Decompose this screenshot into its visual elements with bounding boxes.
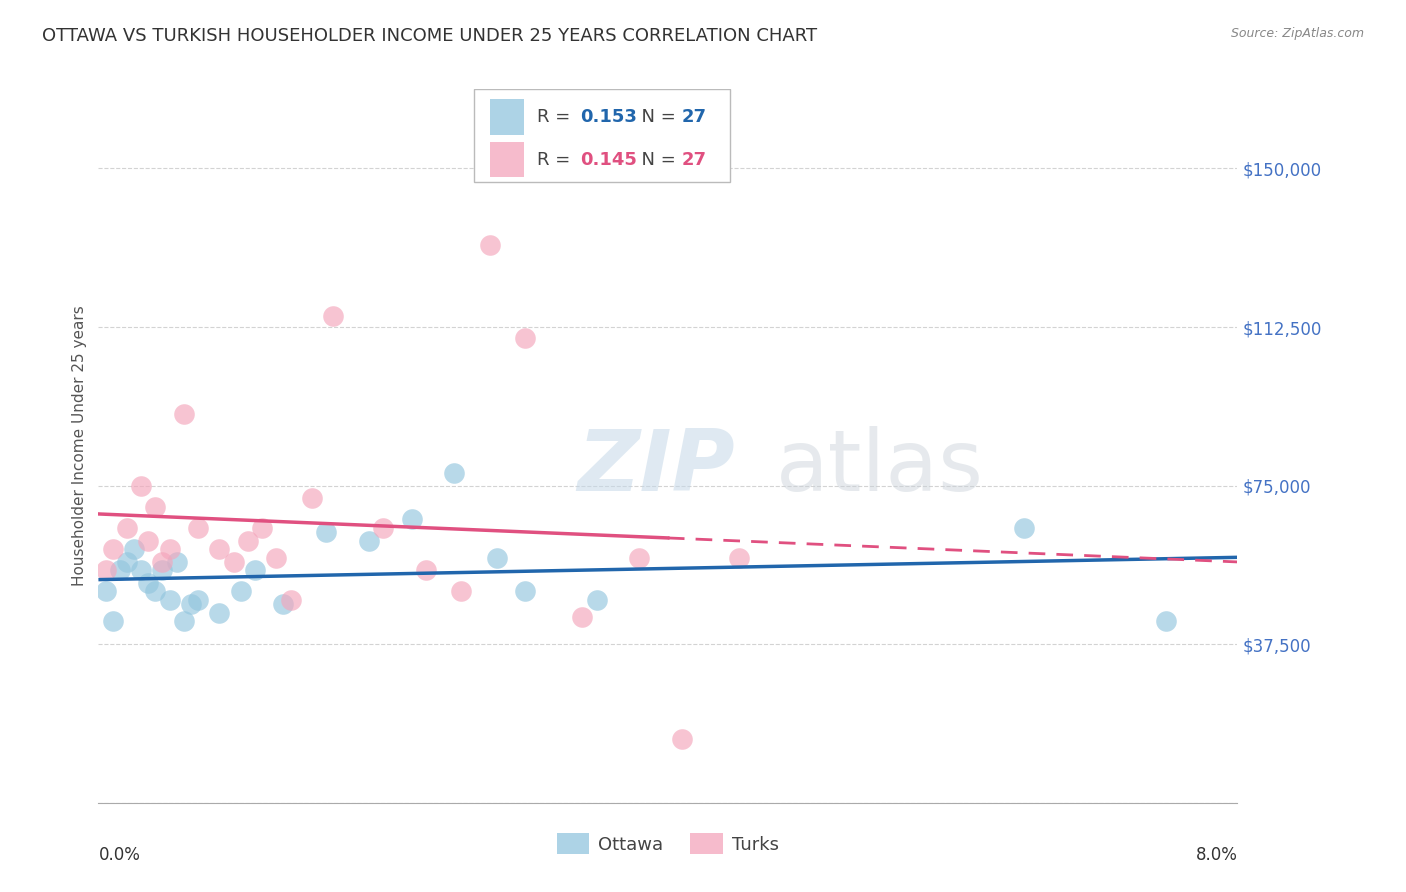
Point	[401, 512, 423, 526]
Point	[728, 550, 751, 565]
Point	[115, 555, 138, 569]
Point	[478, 237, 501, 252]
Point	[94, 584, 117, 599]
Point	[236, 533, 259, 548]
Point	[152, 555, 174, 569]
Y-axis label: Householder Income Under 25 years: Householder Income Under 25 years	[72, 306, 87, 586]
Text: 0.0%: 0.0%	[98, 846, 141, 863]
Point	[129, 563, 152, 577]
Text: atlas: atlas	[776, 425, 984, 509]
Point	[280, 592, 302, 607]
Text: ZIP: ZIP	[576, 425, 734, 509]
Point	[415, 563, 437, 577]
FancyBboxPatch shape	[491, 99, 524, 135]
Point	[315, 525, 337, 540]
Point	[159, 542, 181, 557]
Text: R =: R =	[537, 151, 576, 169]
Point	[250, 521, 273, 535]
Point	[173, 407, 195, 421]
Point	[173, 614, 195, 628]
Point	[180, 597, 202, 611]
Point	[1012, 521, 1035, 535]
Point	[122, 542, 145, 557]
Text: 27: 27	[682, 108, 707, 126]
Point	[145, 584, 167, 599]
Point	[486, 550, 509, 565]
Point	[371, 521, 394, 535]
Point	[187, 592, 209, 607]
Point	[1154, 614, 1177, 628]
Point	[159, 592, 181, 607]
Point	[515, 331, 537, 345]
Text: N =: N =	[630, 108, 682, 126]
Text: OTTAWA VS TURKISH HOUSEHOLDER INCOME UNDER 25 YEARS CORRELATION CHART: OTTAWA VS TURKISH HOUSEHOLDER INCOME UND…	[42, 27, 817, 45]
Point	[108, 563, 131, 577]
Point	[115, 521, 138, 535]
Point	[136, 575, 159, 590]
Point	[515, 584, 537, 599]
Text: R =: R =	[537, 108, 576, 126]
Point	[671, 732, 693, 747]
Point	[94, 563, 117, 577]
Point	[208, 542, 231, 557]
Text: 27: 27	[682, 151, 707, 169]
Legend: Ottawa, Turks: Ottawa, Turks	[550, 826, 786, 862]
Text: 0.153: 0.153	[581, 108, 637, 126]
Text: Source: ZipAtlas.com: Source: ZipAtlas.com	[1230, 27, 1364, 40]
Text: 0.145: 0.145	[581, 151, 637, 169]
FancyBboxPatch shape	[491, 142, 524, 178]
Point	[273, 597, 295, 611]
Point	[101, 542, 124, 557]
Point	[136, 533, 159, 548]
Point	[208, 606, 231, 620]
Point	[243, 563, 266, 577]
Point	[443, 466, 465, 480]
Point	[101, 614, 124, 628]
Point	[145, 500, 167, 514]
Point	[187, 521, 209, 535]
Point	[152, 563, 174, 577]
Point	[166, 555, 188, 569]
Point	[628, 550, 651, 565]
Point	[129, 478, 152, 492]
Point	[357, 533, 380, 548]
Point	[450, 584, 472, 599]
Point	[229, 584, 252, 599]
Point	[585, 592, 607, 607]
Point	[266, 550, 288, 565]
Point	[322, 310, 344, 324]
FancyBboxPatch shape	[474, 89, 731, 182]
Point	[571, 609, 593, 624]
Point	[222, 555, 245, 569]
Text: 8.0%: 8.0%	[1195, 846, 1237, 863]
Text: N =: N =	[630, 151, 682, 169]
Point	[301, 491, 323, 506]
